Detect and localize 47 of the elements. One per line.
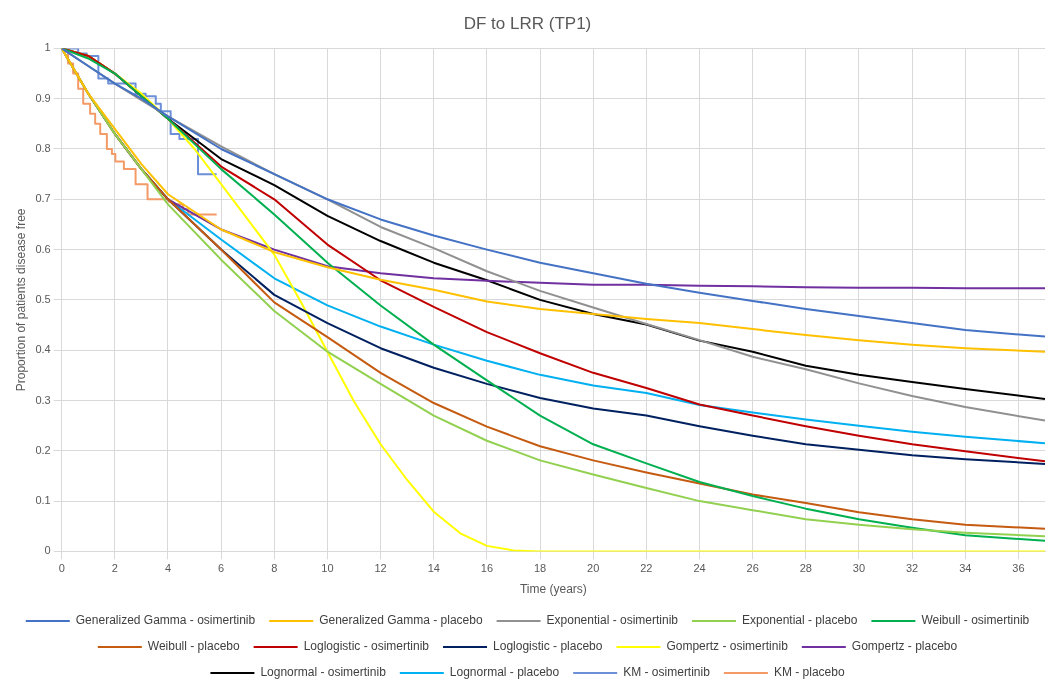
y-tick-label: 0.2 [35, 443, 51, 456]
x-tick-label: 30 [852, 562, 866, 575]
legend-label: Weibull - placebo [147, 639, 240, 654]
legend-label: KM - osimertinib [623, 665, 711, 680]
x-tick-label: 26 [746, 562, 759, 575]
y-tick-label: 0 [44, 544, 51, 557]
x-tick-label: 24 [693, 562, 706, 575]
legend-label: Loglogistic - osimertinib [303, 639, 430, 654]
legend-label: Gompertz - placebo [851, 639, 958, 654]
y-tick-label: 0.8 [35, 142, 51, 155]
x-tick-label: 16 [480, 562, 494, 575]
x-tick-label: 12 [374, 562, 387, 575]
x-tick-label: 2 [111, 562, 118, 575]
legend-label: Exponential - osimertinib [546, 613, 679, 628]
legend-label: Loglogistic - placebo [493, 639, 603, 654]
y-axis-title: Proportion of patients disease free [13, 208, 28, 392]
x-tick-label: 6 [218, 562, 225, 575]
x-tick-label: 4 [164, 562, 172, 575]
legend-label: Weibull - osimertinib [921, 613, 1030, 628]
chart-title: DF to LRR (TP1) [463, 13, 592, 33]
y-tick-label: 0.3 [35, 393, 51, 406]
y-tick-label: 0.1 [35, 494, 51, 507]
x-tick-label: 14 [427, 562, 440, 575]
legend-label: Generalized Gamma - placebo [319, 613, 483, 628]
x-tick-label: 32 [906, 562, 919, 575]
x-axis-title: Time (years) [519, 582, 587, 597]
x-tick-label: 20 [587, 562, 600, 575]
x-tick-label: 36 [1012, 562, 1025, 575]
x-tick-label: 34 [959, 562, 972, 575]
legend-label: Gompertz - osimertinib [666, 639, 789, 654]
y-tick-label: 0.5 [35, 292, 51, 305]
legend-label: Exponential - placebo [741, 613, 858, 628]
x-tick-label: 28 [799, 562, 812, 575]
y-tick-label: 0.4 [35, 343, 51, 356]
legend-label: Lognormal - osimertinib [260, 665, 387, 680]
legend-label: Generalized Gamma - osimertinib [75, 613, 256, 628]
x-tick-label: 0 [58, 562, 65, 575]
y-tick-label: 0.7 [35, 192, 51, 205]
y-tick-label: 0.6 [35, 242, 51, 255]
x-tick-label: 8 [271, 562, 278, 575]
y-tick-label: 1 [44, 41, 51, 54]
x-tick-label: 22 [640, 562, 653, 575]
x-tick-label: 18 [533, 562, 547, 575]
y-tick-label: 0.9 [35, 91, 51, 104]
legend-label: KM - placebo [773, 665, 845, 680]
x-tick-label: 10 [321, 562, 334, 575]
legend-label: Lognormal - placebo [449, 665, 560, 680]
